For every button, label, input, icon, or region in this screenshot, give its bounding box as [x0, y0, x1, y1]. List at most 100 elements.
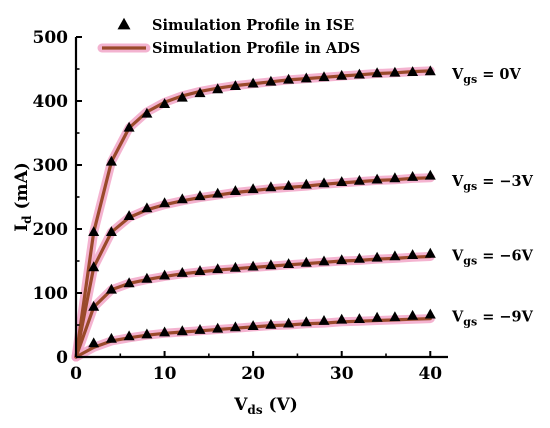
- ise-marker: [283, 258, 295, 268]
- ise-marker: [194, 265, 206, 275]
- ise-marker: [283, 180, 295, 190]
- ise-marker: [424, 169, 436, 180]
- ise-marker: [105, 332, 117, 343]
- ise-marker: [141, 107, 153, 118]
- ise-marker-layer: [88, 65, 436, 348]
- ise-marker: [123, 330, 135, 341]
- ise-marker: [105, 283, 117, 294]
- y-tick-label: 100: [33, 284, 69, 304]
- ise-marker: [336, 313, 348, 324]
- legend: Simulation Profile in ISE Simulation Prof…: [97, 17, 360, 57]
- ise-marker: [247, 260, 259, 271]
- vgs-label-0: Vgs = 0V: [451, 66, 521, 86]
- legend-label-ads: Simulation Profile in ADS: [152, 40, 360, 57]
- ise-marker: [353, 174, 365, 185]
- ise-marker: [176, 325, 188, 336]
- ise-marker: [371, 251, 383, 262]
- ise-marker: [247, 77, 259, 88]
- ise-marker: [212, 263, 224, 274]
- ise-marker: [159, 326, 171, 337]
- ise-marker: [300, 256, 312, 267]
- ise-marker: [176, 267, 188, 277]
- ise-marker: [389, 172, 401, 183]
- ise-marker: [336, 176, 348, 186]
- ise-marker: [123, 277, 135, 288]
- ise-marker: [229, 185, 241, 195]
- ise-marker: [159, 98, 171, 108]
- y-tick-label: 400: [33, 92, 69, 112]
- x-tick-label: 30: [330, 364, 354, 384]
- ise-marker: [424, 65, 436, 76]
- ise-marker: [407, 171, 419, 181]
- x-axis-title: Vds (V): [233, 395, 298, 417]
- ise-marker: [159, 197, 171, 208]
- ise-marker: [389, 311, 401, 322]
- ise-marker: [371, 311, 383, 322]
- ise-marker: [105, 155, 117, 166]
- ise-marker: [229, 321, 241, 332]
- x-tick-label: 20: [241, 364, 265, 384]
- ise-marker: [283, 73, 295, 84]
- x-tick-label: 10: [153, 364, 177, 384]
- y-tick-label: 0: [56, 348, 68, 368]
- ise-marker: [265, 75, 277, 86]
- ise-marker: [407, 66, 419, 76]
- ise-marker: [159, 269, 171, 280]
- ise-marker: [336, 254, 348, 265]
- ise-marker: [88, 300, 100, 311]
- vgs-label-2: Vgs = −6V: [451, 248, 534, 268]
- ise-marker: [389, 66, 401, 77]
- ise-marker: [424, 308, 436, 319]
- ise-marker: [371, 173, 383, 184]
- ise-marker: [194, 190, 206, 201]
- ise-marker: [407, 249, 419, 259]
- x-tick-label: 0: [70, 364, 82, 384]
- ise-marker: [318, 255, 330, 266]
- x-tick-label: 40: [418, 364, 442, 384]
- ise-marker: [88, 261, 100, 272]
- y-axis-title: Id (mA): [12, 162, 34, 232]
- ise-marker: [353, 68, 365, 79]
- legend-label-ise: Simulation Profile in ISE: [152, 17, 354, 34]
- ise-marker: [265, 259, 277, 270]
- labels: Vds (V) Id (mA) Vgs = 0V Vgs = −3V Vgs = −6V…: [12, 66, 534, 417]
- ise-marker: [265, 181, 277, 192]
- ise-marker: [88, 337, 100, 348]
- ise-marker: [300, 178, 312, 189]
- ise-marker: [300, 72, 312, 83]
- ise-marker: [389, 250, 401, 261]
- ise-marker: [212, 83, 224, 94]
- ise-marker: [141, 328, 153, 339]
- legend-triangle-icon: [117, 17, 131, 30]
- ise-marker: [265, 318, 277, 329]
- ise-marker: [141, 202, 153, 213]
- y-tick-label: 500: [33, 28, 69, 48]
- ise-marker: [105, 226, 117, 236]
- ise-marker: [353, 313, 365, 323]
- vgs-label-3: Vgs = −9V: [451, 309, 534, 329]
- ise-marker: [123, 210, 135, 220]
- ise-marker: [424, 247, 436, 258]
- vgs-label-1: Vgs = −3V: [451, 173, 534, 193]
- ise-marker: [88, 226, 100, 236]
- y-tick-label: 200: [33, 220, 69, 240]
- ise-marker: [141, 272, 153, 283]
- ise-marker: [212, 187, 224, 198]
- ise-marker: [336, 69, 348, 80]
- ise-marker: [318, 71, 330, 82]
- ise-marker: [318, 177, 330, 188]
- ise-marker: [176, 91, 188, 102]
- ise-marker: [300, 316, 312, 327]
- ise-marker: [194, 87, 206, 98]
- ise-marker: [247, 320, 259, 330]
- ise-marker: [371, 67, 383, 78]
- axes: 0 100 200 300 400 500 0 10 20 30 40: [33, 28, 448, 384]
- ise-marker: [229, 261, 241, 272]
- ise-marker: [247, 183, 259, 194]
- ise-marker: [194, 324, 206, 334]
- ise-marker: [212, 322, 224, 333]
- ise-marker: [283, 317, 295, 328]
- ise-marker: [353, 252, 365, 263]
- ise-marker: [318, 315, 330, 325]
